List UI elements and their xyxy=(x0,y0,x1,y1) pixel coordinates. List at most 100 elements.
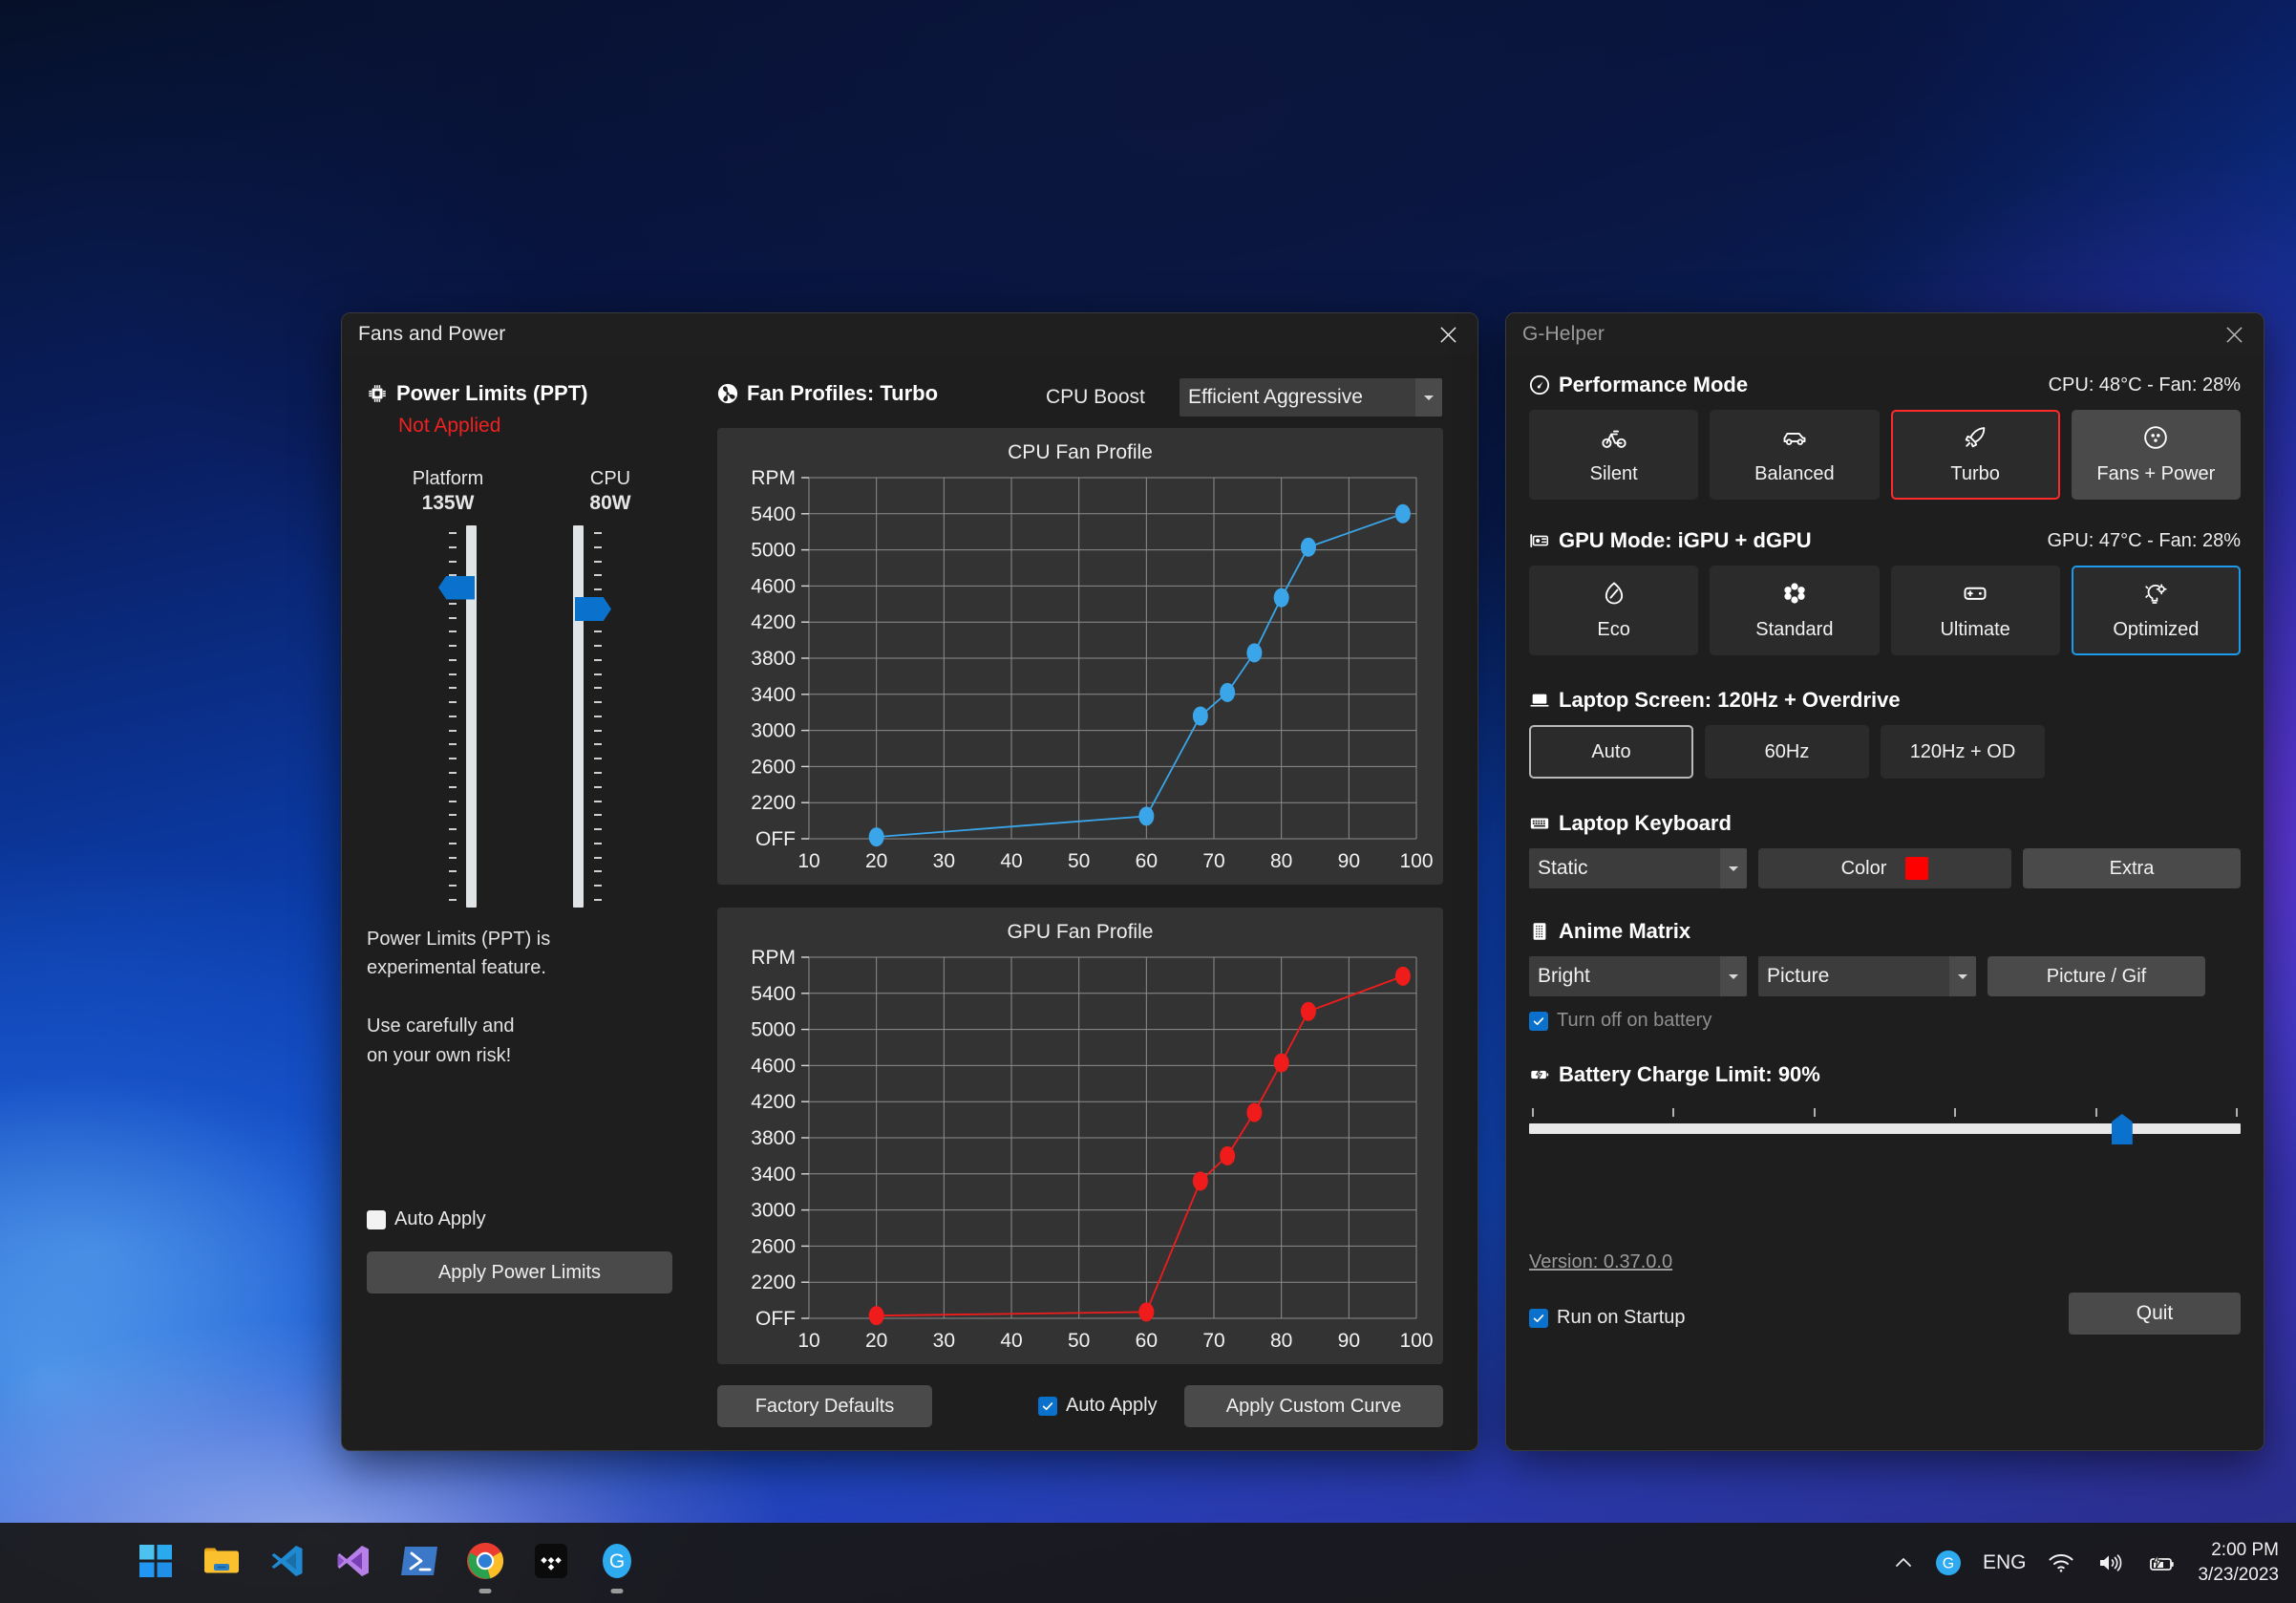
keyboard-color-label: Color xyxy=(1840,857,1887,879)
fan-auto-apply-checkbox[interactable] xyxy=(1038,1396,1057,1416)
turn-off-on-battery-row[interactable]: Turn off on battery xyxy=(1529,1010,2241,1032)
svg-text:90: 90 xyxy=(1338,850,1360,872)
chevron-up-icon[interactable] xyxy=(1893,1552,1914,1573)
battery-limit-heading: Battery Charge Limit: 90% xyxy=(1529,1062,2241,1087)
quit-button[interactable]: Quit xyxy=(2069,1293,2241,1335)
apply-custom-curve-button[interactable]: Apply Custom Curve xyxy=(1184,1385,1443,1427)
svg-text:RPM: RPM xyxy=(751,947,796,969)
ppt-auto-apply-row[interactable]: Auto Apply xyxy=(367,1208,486,1230)
performance-tile-silent[interactable]: Silent xyxy=(1529,410,1699,500)
svg-text:20: 20 xyxy=(865,850,887,872)
keyboard-extra-button[interactable]: Extra xyxy=(2023,848,2241,888)
tidal-icon[interactable] xyxy=(529,1541,573,1585)
run-on-startup-checkbox[interactable] xyxy=(1529,1308,1548,1328)
gpu-chart-plot[interactable]: OFF 2200 2600 3000 3400 3800 4200 4600 5000 5400 R… xyxy=(717,908,1443,1364)
turn-off-on-battery-checkbox[interactable] xyxy=(1529,1011,1548,1031)
anime-type-dropdown[interactable]: Picture xyxy=(1758,956,1976,996)
clock-date: 3/23/2023 xyxy=(2198,1565,2279,1585)
svg-text:5400: 5400 xyxy=(751,983,796,1005)
power-limits-status: Not Applied xyxy=(398,415,501,437)
battery-slider-ticks xyxy=(1532,1108,2238,1117)
powershell-icon[interactable] xyxy=(397,1541,441,1585)
clock[interactable]: 2:00 PM 3/23/2023 xyxy=(2198,1538,2279,1588)
keyboard-color-button[interactable]: Color xyxy=(1758,848,2011,888)
svg-text:70: 70 xyxy=(1202,1330,1224,1352)
power-limits-note: Power Limits (PPT) is experimental featu… xyxy=(367,929,551,1066)
close-icon[interactable] xyxy=(2204,313,2264,355)
battery-charging-icon[interactable] xyxy=(2146,1551,2177,1574)
laptop-keyboard-label: Laptop Keyboard xyxy=(1559,811,1732,835)
ghelper-tray-icon[interactable]: G xyxy=(1935,1550,1962,1576)
anime-picture-gif-label: Picture / Gif xyxy=(2046,965,2147,987)
battery-charge-slider[interactable] xyxy=(1529,1108,2241,1146)
laptop-keyboard-heading: Laptop Keyboard xyxy=(1529,811,2241,836)
svg-text:80: 80 xyxy=(1270,1330,1292,1352)
anime-picture-gif-button[interactable]: Picture / Gif xyxy=(1988,956,2205,996)
chevron-down-icon[interactable] xyxy=(1415,378,1442,417)
svg-text:60: 60 xyxy=(1136,1330,1158,1352)
screen-refresh-buttons: Auto 60Hz 120Hz + OD xyxy=(1529,725,2241,779)
run-on-startup-row[interactable]: Run on Startup xyxy=(1529,1307,1686,1329)
svg-text:60: 60 xyxy=(1136,850,1158,872)
apply-power-limits-button[interactable]: Apply Power Limits xyxy=(367,1251,672,1293)
windows-logo-icon xyxy=(138,1544,173,1583)
svg-text:G: G xyxy=(609,1550,625,1572)
performance-tile-balanced[interactable]: Balanced xyxy=(1710,410,1880,500)
keyboard-icon xyxy=(1529,813,1550,834)
performance-tile-fans-power[interactable]: Fans + Power xyxy=(2071,410,2241,500)
gpu-tile-ultimate[interactable]: Ultimate xyxy=(1890,566,2060,655)
chevron-down-icon[interactable] xyxy=(1720,848,1747,888)
keyboard-color-swatch[interactable] xyxy=(1905,857,1929,880)
fans-and-power-window: Fans and Power Power Limits (PPT) xyxy=(341,312,1478,1451)
battery-slider-thumb[interactable] xyxy=(2111,1114,2133,1144)
anime-brightness-dropdown[interactable]: Bright xyxy=(1529,956,1747,996)
g-helper-taskbar-icon[interactable]: G xyxy=(595,1541,639,1593)
svg-text:2600: 2600 xyxy=(751,1235,796,1257)
gpu-tile-eco[interactable]: Eco xyxy=(1529,566,1699,655)
svg-text:3400: 3400 xyxy=(751,1164,796,1186)
performance-mode-tiles: Silent Balanced Turbo Fans + Power xyxy=(1529,410,2241,500)
svg-text:4600: 4600 xyxy=(751,575,796,597)
gpu-tile-label: Eco xyxy=(1597,619,1630,640)
version-link[interactable]: Version: 0.37.0.0 xyxy=(1529,1251,1673,1272)
gpu-tile-optimized[interactable]: Optimized xyxy=(2071,566,2241,655)
platform-power-slider[interactable] xyxy=(437,525,506,908)
svg-text:20: 20 xyxy=(865,1330,887,1352)
turn-off-on-battery-label: Turn off on battery xyxy=(1557,1010,1712,1031)
platform-label: Platform xyxy=(412,468,484,489)
wifi-icon[interactable] xyxy=(2047,1551,2075,1574)
battery-slider-track xyxy=(1529,1123,2241,1134)
svg-text:5000: 5000 xyxy=(751,1019,796,1041)
cpu-power-slider[interactable] xyxy=(544,525,613,908)
factory-defaults-button[interactable]: Factory Defaults xyxy=(717,1385,932,1427)
keyboard-mode-dropdown[interactable]: Static xyxy=(1529,848,1747,888)
chevron-down-icon[interactable] xyxy=(1720,956,1747,996)
performance-tile-label: Fans + Power xyxy=(2096,463,2216,484)
ppt-auto-apply-label: Auto Apply xyxy=(394,1208,486,1229)
gpu-tile-standard[interactable]: Standard xyxy=(1710,566,1880,655)
file-explorer-icon[interactable] xyxy=(200,1541,244,1585)
slider-thumb[interactable] xyxy=(575,597,611,621)
screen-button-60hz[interactable]: 60Hz xyxy=(1705,725,1869,779)
language-indicator[interactable]: ENG xyxy=(1982,1551,2027,1573)
screen-button-120hz-od[interactable]: 120Hz + OD xyxy=(1881,725,2045,779)
folder-icon xyxy=(202,1544,241,1583)
start-button[interactable] xyxy=(134,1541,178,1585)
svg-text:100: 100 xyxy=(1399,1330,1433,1352)
fan-auto-apply-row[interactable]: Auto Apply xyxy=(1038,1395,1158,1417)
speaker-icon[interactable] xyxy=(2096,1551,2125,1574)
slider-thumb[interactable] xyxy=(438,575,475,600)
ppt-auto-apply-checkbox[interactable] xyxy=(367,1209,386,1229)
cpu-fan-profile-chart[interactable]: CPU Fan Profile OFF 2200 2600 3000 3400 3800 4… xyxy=(717,428,1443,885)
screen-button-auto[interactable]: Auto xyxy=(1529,725,1693,779)
google-chrome-icon[interactable] xyxy=(463,1541,507,1593)
gpu-fan-profile-chart[interactable]: GPU Fan Profile OFF 2200 2600 3000 3400 3800 4… xyxy=(717,908,1443,1364)
cpu-boost-dropdown[interactable]: Efficient Aggressive xyxy=(1180,378,1442,417)
vs-code-icon[interactable] xyxy=(266,1541,309,1585)
gamepad-icon xyxy=(1962,580,1988,612)
performance-tile-turbo[interactable]: Turbo xyxy=(1890,410,2060,500)
close-icon[interactable] xyxy=(1418,313,1478,355)
visual-studio-icon[interactable] xyxy=(331,1541,375,1585)
cpu-chart-plot[interactable]: OFF 2200 2600 3000 3400 3800 4200 4600 5000 5400 R… xyxy=(717,428,1443,885)
chevron-down-icon[interactable] xyxy=(1949,956,1976,996)
